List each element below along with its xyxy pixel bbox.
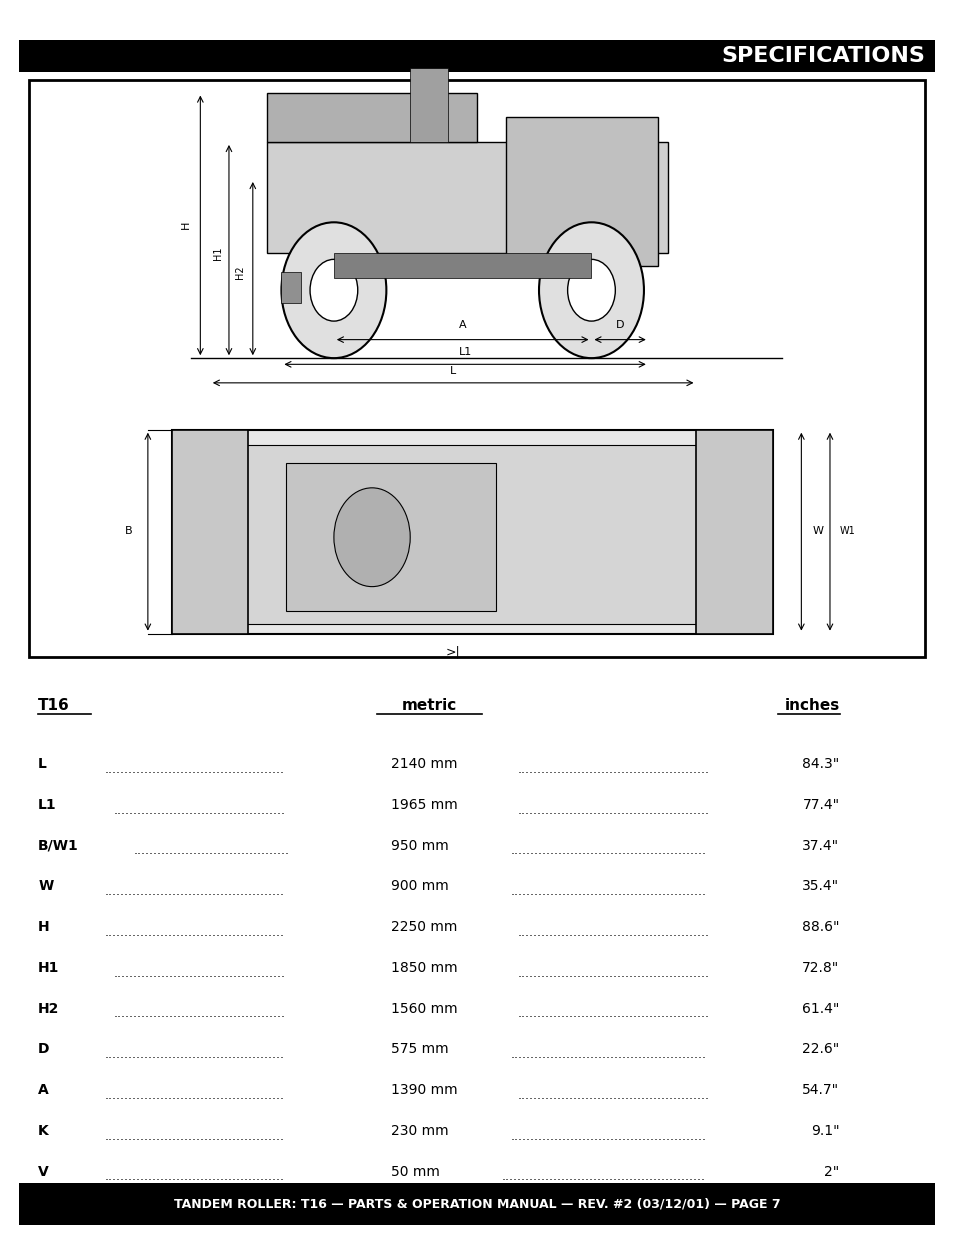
Text: ................................................: ........................................… xyxy=(517,1089,709,1102)
Text: 61.4": 61.4" xyxy=(801,1002,839,1015)
Text: 54.7": 54.7" xyxy=(801,1083,839,1097)
Text: ................................................: ........................................… xyxy=(517,926,709,939)
Text: 35.4": 35.4" xyxy=(801,879,839,893)
Text: .................................................: ........................................… xyxy=(510,845,706,857)
Text: 88.6": 88.6" xyxy=(801,920,839,934)
Text: SPECIFICATIONS: SPECIFICATIONS xyxy=(720,46,924,65)
Text: .............................................: ........................................… xyxy=(104,885,284,898)
Bar xyxy=(410,68,448,142)
Text: H2: H2 xyxy=(235,264,245,279)
Text: B: B xyxy=(125,526,132,536)
Text: W: W xyxy=(812,526,823,536)
Text: 2140 mm: 2140 mm xyxy=(391,757,457,771)
Bar xyxy=(696,430,772,634)
Text: 2": 2" xyxy=(823,1165,839,1178)
Text: .................................................: ........................................… xyxy=(510,1049,706,1061)
Text: 1560 mm: 1560 mm xyxy=(391,1002,457,1015)
Polygon shape xyxy=(267,93,476,142)
Bar xyxy=(172,430,248,634)
Text: 1965 mm: 1965 mm xyxy=(391,798,457,811)
Text: A: A xyxy=(458,320,466,330)
Text: 2250 mm: 2250 mm xyxy=(391,920,457,934)
Text: H: H xyxy=(38,920,50,934)
Bar xyxy=(267,142,667,253)
Text: .............................................: ........................................… xyxy=(104,763,284,776)
Text: 950 mm: 950 mm xyxy=(391,839,449,852)
Text: ................................................: ........................................… xyxy=(517,804,709,816)
Text: L1: L1 xyxy=(38,798,57,811)
Text: L1: L1 xyxy=(458,347,472,357)
Text: .................................................: ........................................… xyxy=(510,1130,706,1142)
Circle shape xyxy=(567,259,615,321)
Text: ...................................................: ........................................… xyxy=(501,1171,704,1183)
Text: 72.8": 72.8" xyxy=(801,961,839,974)
Text: K: K xyxy=(38,1124,49,1137)
Text: 575 mm: 575 mm xyxy=(391,1042,448,1056)
Text: H: H xyxy=(181,221,191,228)
Text: ................................................: ........................................… xyxy=(517,763,709,776)
Bar xyxy=(505,117,658,266)
Text: W1: W1 xyxy=(839,526,854,536)
Text: 1390 mm: 1390 mm xyxy=(391,1083,457,1097)
Circle shape xyxy=(334,488,410,587)
Bar xyxy=(19,1183,934,1225)
Text: D: D xyxy=(38,1042,50,1056)
Text: 84.3": 84.3" xyxy=(801,757,839,771)
Circle shape xyxy=(538,222,643,358)
Circle shape xyxy=(281,222,386,358)
Text: .............................................: ........................................… xyxy=(104,926,284,939)
Text: ................................................: ........................................… xyxy=(517,967,709,979)
Text: V: V xyxy=(38,1165,49,1178)
Text: .............................................: ........................................… xyxy=(104,1130,284,1142)
Text: metric: metric xyxy=(401,698,456,713)
Text: H2: H2 xyxy=(38,1002,59,1015)
Bar xyxy=(19,40,934,72)
Text: .......................................: ....................................... xyxy=(133,845,289,857)
Text: 37.4": 37.4" xyxy=(801,839,839,852)
Text: .................................................: ........................................… xyxy=(510,885,706,898)
Text: 1850 mm: 1850 mm xyxy=(391,961,457,974)
Bar xyxy=(334,253,591,278)
Text: .............................................: ........................................… xyxy=(104,1049,284,1061)
Text: B/W1: B/W1 xyxy=(38,839,79,852)
Text: L: L xyxy=(38,757,47,771)
Text: ...........................................: ........................................… xyxy=(113,967,286,979)
Circle shape xyxy=(310,259,357,321)
Text: W: W xyxy=(38,879,53,893)
Text: 22.6": 22.6" xyxy=(801,1042,839,1056)
Bar xyxy=(286,463,496,611)
Text: 77.4": 77.4" xyxy=(801,798,839,811)
Text: 900 mm: 900 mm xyxy=(391,879,449,893)
Text: ................................................: ........................................… xyxy=(517,1008,709,1020)
Text: D: D xyxy=(616,320,623,330)
Text: 230 mm: 230 mm xyxy=(391,1124,448,1137)
Bar xyxy=(172,430,772,634)
Text: TANDEM ROLLER: T16 — PARTS & OPERATION MANUAL — REV. #2 (03/12/01) — PAGE 7: TANDEM ROLLER: T16 — PARTS & OPERATION M… xyxy=(173,1198,780,1210)
Text: .............................................: ........................................… xyxy=(104,1171,284,1183)
Text: H1: H1 xyxy=(213,247,222,259)
Text: inches: inches xyxy=(783,698,839,713)
Text: 9.1": 9.1" xyxy=(810,1124,839,1137)
Text: H1: H1 xyxy=(38,961,59,974)
Text: ...........................................: ........................................… xyxy=(113,804,286,816)
Text: ...........................................: ........................................… xyxy=(113,1008,286,1020)
Text: L: L xyxy=(450,366,456,375)
Bar xyxy=(210,445,734,624)
Bar xyxy=(281,272,300,303)
Text: .............................................: ........................................… xyxy=(104,1089,284,1102)
Text: 50 mm: 50 mm xyxy=(391,1165,439,1178)
Text: A: A xyxy=(38,1083,49,1097)
Text: T16: T16 xyxy=(38,698,70,713)
Bar xyxy=(29,80,924,657)
Text: >|: >| xyxy=(445,646,460,658)
